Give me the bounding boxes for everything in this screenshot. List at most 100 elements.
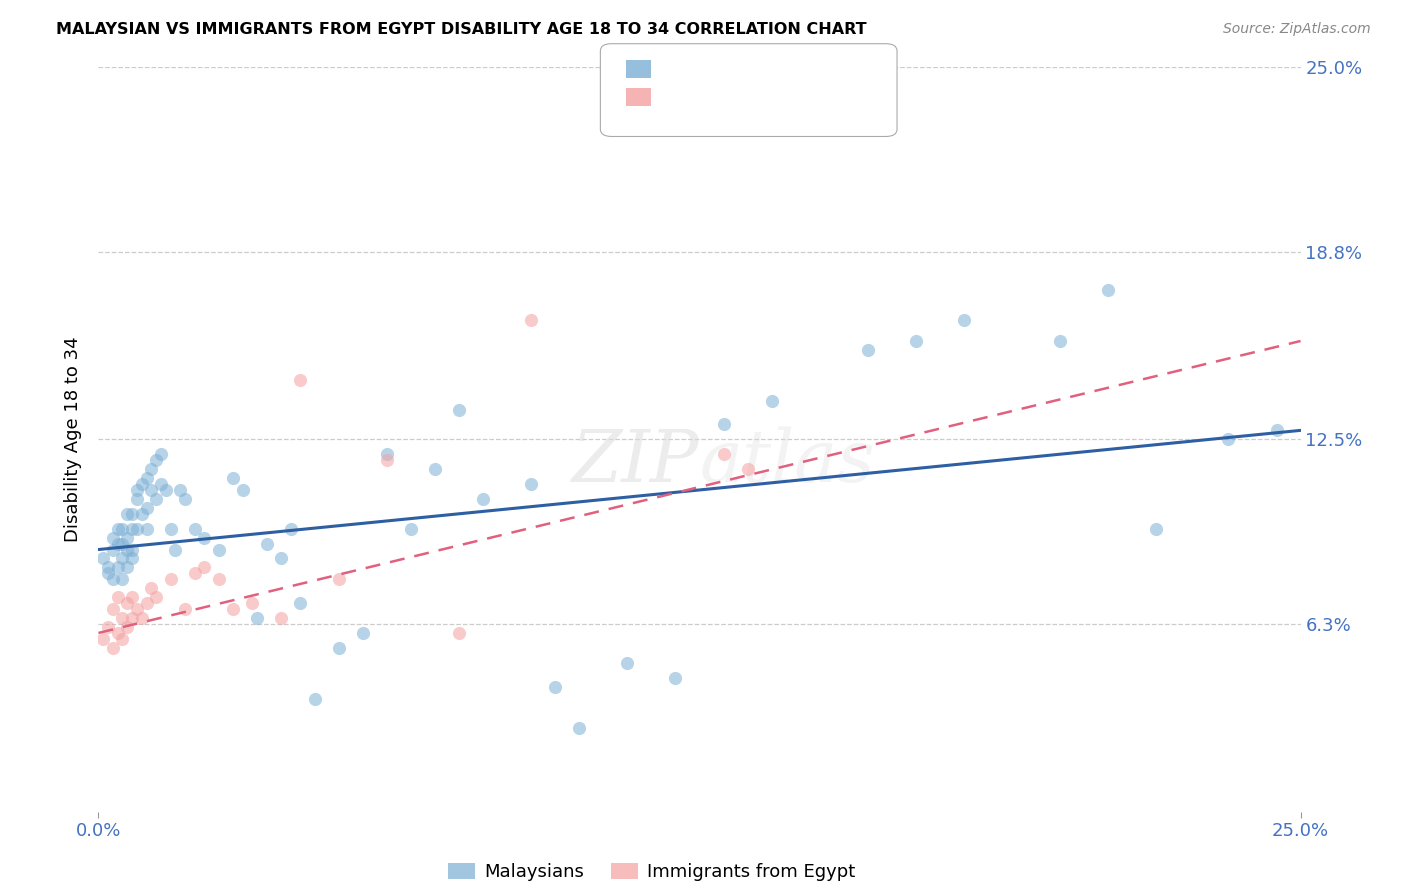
Point [149,477,172,491]
Point [125,522,148,536]
Point [304,691,326,706]
Text: N =: N = [758,60,807,78]
Point [111,536,134,550]
Point [290,373,312,387]
Point [208,542,231,557]
Text: N =: N = [758,88,807,106]
Point [159,522,181,536]
Point [145,453,167,467]
Point [141,462,163,476]
Point [165,542,187,557]
Point [616,656,638,670]
Point [904,334,927,348]
Point [761,393,783,408]
Point [145,591,167,605]
Point [713,447,735,461]
Text: 0.198: 0.198 [702,60,756,78]
Point [290,596,312,610]
Point [135,471,157,485]
Point [91,551,114,566]
Text: ZIP: ZIP [572,426,700,497]
Point [121,591,143,605]
Point [117,531,139,545]
Point [1144,522,1167,536]
Point [131,611,153,625]
Point [97,566,120,581]
Point [1049,334,1071,348]
Point [97,560,120,574]
Point [472,491,495,506]
Point [270,551,292,566]
Point [131,477,153,491]
Point [174,491,197,506]
Point [101,572,124,586]
Point [183,566,205,581]
Point [183,522,205,536]
Point [568,721,591,735]
Point [193,560,215,574]
Point [117,560,139,574]
Point [121,507,143,521]
Point [121,551,143,566]
Point [240,596,263,610]
Point [737,462,759,476]
Text: Source: ZipAtlas.com: Source: ZipAtlas.com [1223,22,1371,37]
Point [1218,433,1240,447]
Point [328,572,350,586]
Point [97,620,120,634]
Text: atlas: atlas [700,426,875,497]
Point [107,591,129,605]
Text: MALAYSIAN VS IMMIGRANTS FROM EGYPT DISABILITY AGE 18 TO 34 CORRELATION CHART: MALAYSIAN VS IMMIGRANTS FROM EGYPT DISAB… [56,22,868,37]
Point [520,477,543,491]
Point [159,572,181,586]
Point [107,536,129,550]
Point [125,602,148,616]
Point [91,632,114,646]
Point [352,626,374,640]
Point [145,491,167,506]
Point [713,417,735,432]
Point [117,542,139,557]
Point [447,402,470,417]
Point [101,542,124,557]
Point [101,640,124,655]
Point [1097,284,1119,298]
Point [328,640,350,655]
Point [149,447,172,461]
Point [121,522,143,536]
Point [375,447,398,461]
Point [121,542,143,557]
Point [141,582,163,596]
Point [107,626,129,640]
Point [101,531,124,545]
Point [111,572,134,586]
Point [125,491,148,506]
Point [107,522,129,536]
Point [664,671,686,685]
Point [270,611,292,625]
Point [174,602,197,616]
Point [232,483,254,497]
Point [111,632,134,646]
Point [111,551,134,566]
Point [520,313,543,327]
Point [107,560,129,574]
Point [117,596,139,610]
Point [111,611,134,625]
Point [117,620,139,634]
Text: 73: 73 [800,60,824,78]
Y-axis label: Disability Age 18 to 34: Disability Age 18 to 34 [65,336,83,542]
Legend: Malaysians, Immigrants from Egypt: Malaysians, Immigrants from Egypt [440,855,862,888]
Point [953,313,976,327]
Point [121,611,143,625]
Point [117,507,139,521]
Point [399,522,422,536]
Point [193,531,215,545]
Point [222,602,245,616]
Point [135,500,157,515]
Point [111,522,134,536]
Point [544,680,567,694]
Point [222,471,245,485]
Point [125,483,148,497]
Text: 32: 32 [800,88,824,106]
